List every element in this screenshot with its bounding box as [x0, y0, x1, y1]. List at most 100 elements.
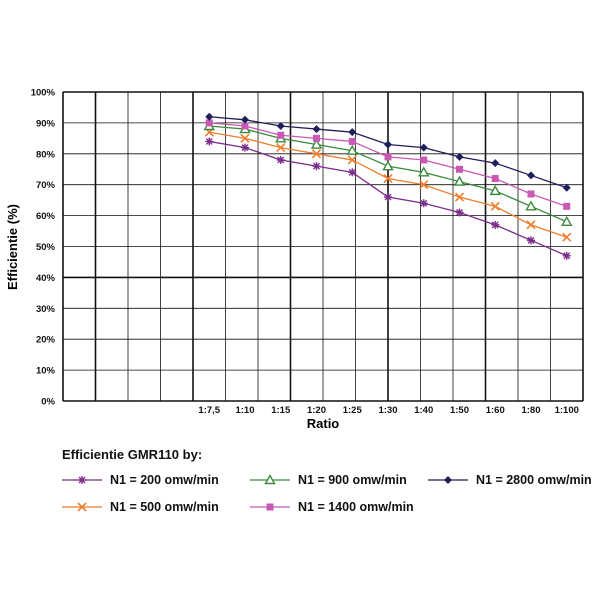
- data-point: [241, 115, 249, 124]
- x-tick-label: 1:60: [486, 405, 505, 416]
- legend-item: N1 = 2800 omw/min: [428, 470, 592, 490]
- data-point: [310, 138, 323, 149]
- y-tick-label: 10%: [36, 366, 56, 377]
- legend-item: N1 = 500 omw/min: [62, 497, 219, 517]
- data-point: [561, 215, 573, 226]
- x-tick-label: 1:80: [521, 405, 540, 416]
- legend-label: N1 = 200 omw/min: [110, 473, 219, 487]
- data-point: [420, 156, 428, 164]
- legend-title: Efficientie GMR110 by:: [62, 447, 203, 462]
- y-axis-label: Efficientie (%): [5, 204, 20, 290]
- y-tick-label: 100%: [31, 88, 56, 99]
- x-tick-label: 1:20: [307, 405, 326, 416]
- data-point: [276, 155, 285, 164]
- legend-label: N1 = 2800 omw/min: [476, 473, 592, 487]
- data-point: [382, 160, 394, 171]
- data-point: [241, 122, 249, 130]
- data-point: [348, 128, 357, 137]
- data-point: [562, 251, 571, 260]
- data-point: [346, 144, 358, 155]
- legend-marker: [444, 476, 452, 484]
- legend-label: N1 = 500 omw/min: [110, 500, 219, 514]
- legend-swatch: [62, 502, 102, 512]
- legend-marker: [78, 476, 86, 484]
- data-point: [240, 133, 250, 143]
- x-tick-label: 1:15: [271, 405, 291, 416]
- series-5: [205, 112, 571, 192]
- x-tick-label: 1:40: [414, 405, 433, 416]
- y-tick-label: 70%: [36, 180, 56, 191]
- y-tick-label: 50%: [36, 242, 56, 253]
- data-point: [418, 166, 430, 177]
- y-tick-label: 90%: [36, 118, 56, 129]
- data-point: [347, 155, 357, 165]
- data-point: [311, 149, 322, 159]
- legend-swatch: [62, 476, 102, 484]
- data-point: [241, 143, 249, 152]
- legend-swatch: [428, 476, 468, 484]
- y-tick-label: 0%: [41, 397, 55, 408]
- data-point: [384, 193, 392, 202]
- data-point: [489, 184, 501, 196]
- data-point: [454, 192, 465, 202]
- grid: [62, 91, 584, 402]
- data-point: [383, 173, 393, 184]
- data-point: [455, 208, 464, 217]
- data-point: [491, 159, 500, 168]
- data-point: [527, 236, 535, 245]
- data-point: [525, 200, 537, 211]
- y-tick-label: 30%: [36, 304, 56, 315]
- x-tick-label: 1:30: [378, 405, 397, 416]
- x-axis-label: Ratio: [307, 416, 340, 431]
- data-point: [312, 162, 321, 171]
- data-point: [455, 152, 464, 161]
- data-point: [490, 201, 500, 211]
- data-point: [384, 153, 392, 161]
- legend-label: N1 = 1400 omw/min: [298, 500, 414, 514]
- x-tick-label: 1:100: [555, 405, 579, 416]
- data-point: [527, 190, 535, 198]
- data-point: [276, 143, 286, 153]
- data-point: [453, 175, 466, 186]
- legend-swatch: [250, 503, 290, 511]
- data-point: [562, 183, 571, 192]
- x-tick-label: 1:7,5: [198, 405, 220, 416]
- x-tick-label: 1:10: [235, 405, 254, 416]
- y-tick-label: 60%: [36, 211, 56, 222]
- legend-label: N1 = 900 omw/min: [298, 473, 407, 487]
- data-point: [456, 165, 463, 173]
- axes: 0% 10% 20% 30% 40% 50% 60% 70% 80% 90% 100% 1:7,5 1:…: [31, 88, 579, 417]
- data-point: [277, 131, 285, 139]
- legend-marker: [266, 503, 274, 511]
- data-point: [563, 202, 571, 210]
- data-point: [205, 137, 214, 146]
- series-1: [205, 137, 571, 260]
- data-point: [419, 180, 429, 190]
- legend-item: N1 = 1400 omw/min: [250, 497, 414, 517]
- data-point: [312, 125, 321, 134]
- data-point: [491, 220, 500, 229]
- data-point: [348, 168, 357, 177]
- series-lines: [203, 112, 573, 260]
- data-point: [384, 140, 392, 149]
- data-point: [276, 121, 285, 130]
- data-point: [205, 112, 214, 121]
- data-point: [348, 137, 356, 145]
- x-tick-label: 1:25: [343, 405, 363, 416]
- y-tick-label: 20%: [36, 335, 56, 346]
- data-point: [419, 199, 428, 208]
- legend-item: N1 = 200 omw/min: [62, 470, 219, 490]
- data-point: [419, 143, 428, 152]
- data-point: [491, 175, 499, 183]
- series-2: [204, 127, 572, 242]
- data-point: [526, 220, 536, 230]
- y-tick-label: 80%: [36, 149, 56, 160]
- legend-item: N1 = 900 omw/min: [250, 470, 407, 490]
- series-4: [205, 119, 571, 210]
- data-point: [562, 232, 572, 242]
- data-point: [527, 171, 535, 180]
- y-tick-label: 40%: [36, 273, 56, 284]
- x-tick-label: 1:50: [450, 405, 469, 416]
- legend-marker: [77, 502, 87, 512]
